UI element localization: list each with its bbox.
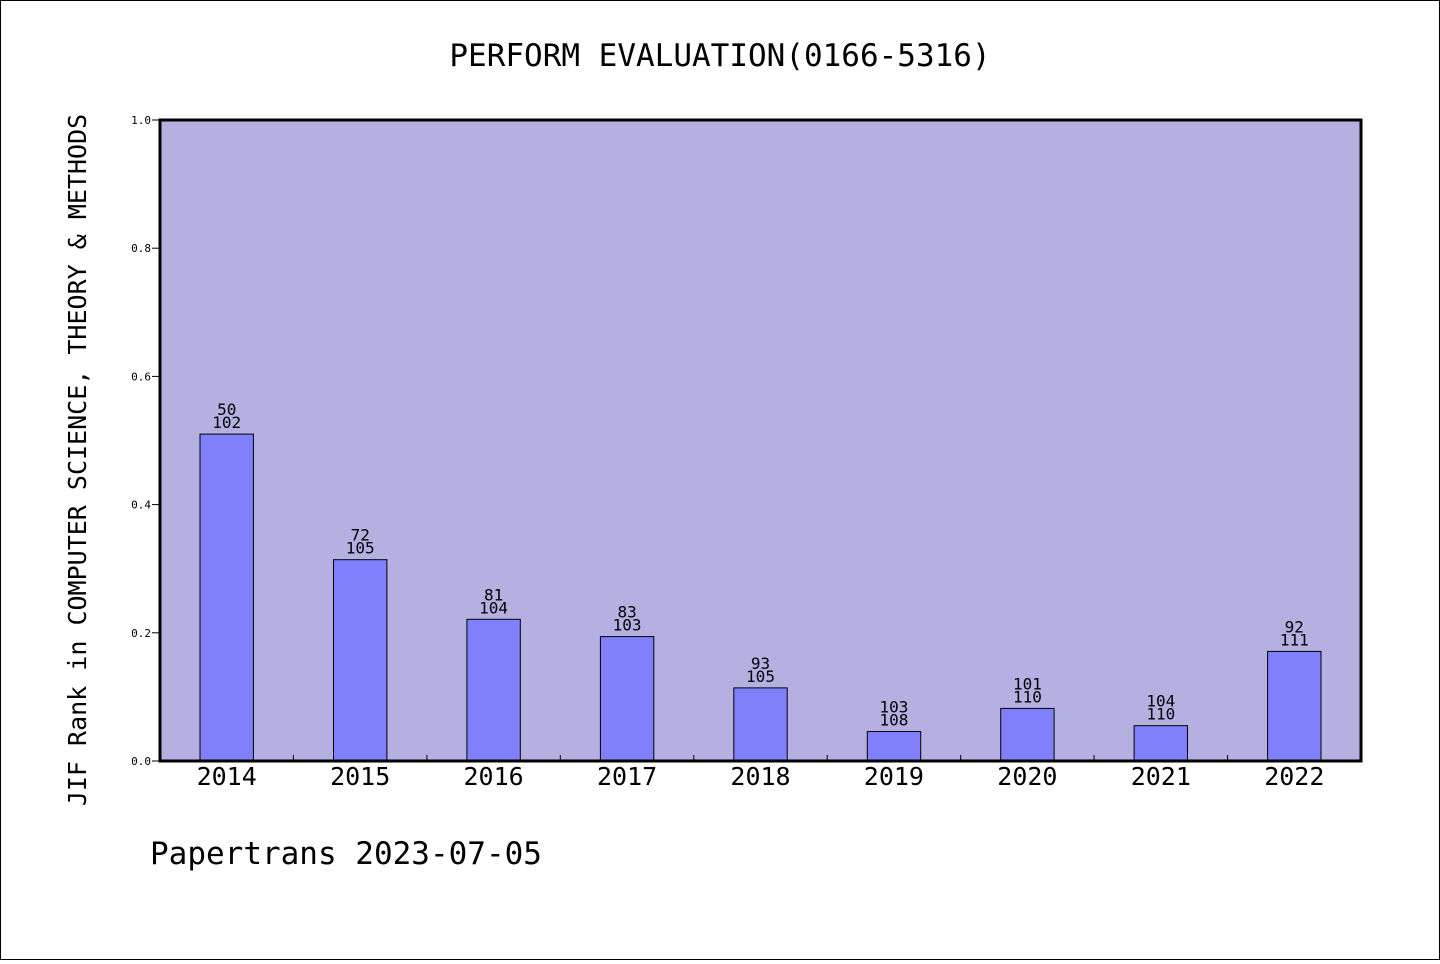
x-axis: 2014 2015 2016 2017 2018 2019 2020 2021 2022 — [197, 755, 1324, 791]
bar-2019 — [866, 731, 922, 762]
bar-label-rank-2020: 101 — [1013, 674, 1042, 693]
bar-label-rank-2019: 103 — [879, 698, 908, 717]
y-tick-label: 0.2 — [131, 627, 151, 640]
bar-label-total-2020: 110 — [1013, 687, 1042, 706]
bar-2021 — [1133, 725, 1188, 762]
bar-label-rank-2022: 92 — [1285, 617, 1304, 636]
bar-2016 — [466, 618, 521, 762]
chart-title: PERFORM EVALUATION(0166-5316) — [449, 38, 990, 74]
bar-label-rank-2014: 50 — [217, 400, 236, 419]
y-tick-label: 0.8 — [131, 242, 151, 255]
bar-2022 — [1267, 650, 1322, 762]
x-tick-label-2014: 2014 — [197, 762, 257, 791]
bar-2018 — [733, 687, 788, 762]
bar-label-total-2017: 103 — [613, 616, 642, 635]
y-tick-label: 1.0 — [131, 114, 151, 127]
bar-label-total-2016: 104 — [479, 598, 508, 617]
bar-2020 — [1000, 707, 1055, 762]
y-tick-label: 0.6 — [131, 370, 151, 383]
bar-2015 — [333, 559, 388, 762]
plot-frame — [158, 118, 1363, 763]
y-tick-label: 0.4 — [131, 499, 151, 512]
bars-layer — [199, 433, 1322, 762]
bar-label-total-2019: 108 — [879, 711, 908, 730]
footer-source-date: Papertrans 2023-07-05 — [150, 836, 542, 872]
y-axis-label: JIF Rank in COMPUTER SCIENCE, THEORY & M… — [63, 114, 92, 806]
x-tick-label-2018: 2018 — [730, 762, 790, 791]
x-tick-label-2022: 2022 — [1264, 762, 1324, 791]
bar-label-rank-2016: 81 — [484, 585, 503, 604]
y-axis: 0.0 0.2 0.4 0.6 0.8 1.0 — [131, 114, 160, 768]
bar-label-total-2022: 111 — [1280, 630, 1309, 649]
y-tick-label: 0.0 — [131, 755, 151, 768]
bar-label-rank-2015: 72 — [351, 526, 370, 545]
bar-label-rank-2018: 93 — [751, 654, 770, 673]
bar-label-total-2014: 102 — [212, 413, 241, 432]
bar-label-total-2021: 110 — [1146, 705, 1175, 724]
bar-label-rank-2017: 83 — [617, 603, 636, 622]
bar-2017 — [599, 636, 655, 762]
x-tick-label-2019: 2019 — [864, 762, 924, 791]
x-tick-label-2015: 2015 — [330, 762, 390, 791]
x-tick-label-2017: 2017 — [597, 762, 657, 791]
x-tick-label-2021: 2021 — [1131, 762, 1191, 791]
x-tick-label-2020: 2020 — [997, 762, 1057, 791]
bar-label-total-2018: 105 — [746, 667, 775, 686]
bar-label-total-2015: 105 — [346, 539, 375, 558]
bar-label-rank-2021: 104 — [1146, 692, 1175, 711]
bar-2014 — [199, 433, 254, 762]
x-tick-label-2016: 2016 — [463, 762, 523, 791]
